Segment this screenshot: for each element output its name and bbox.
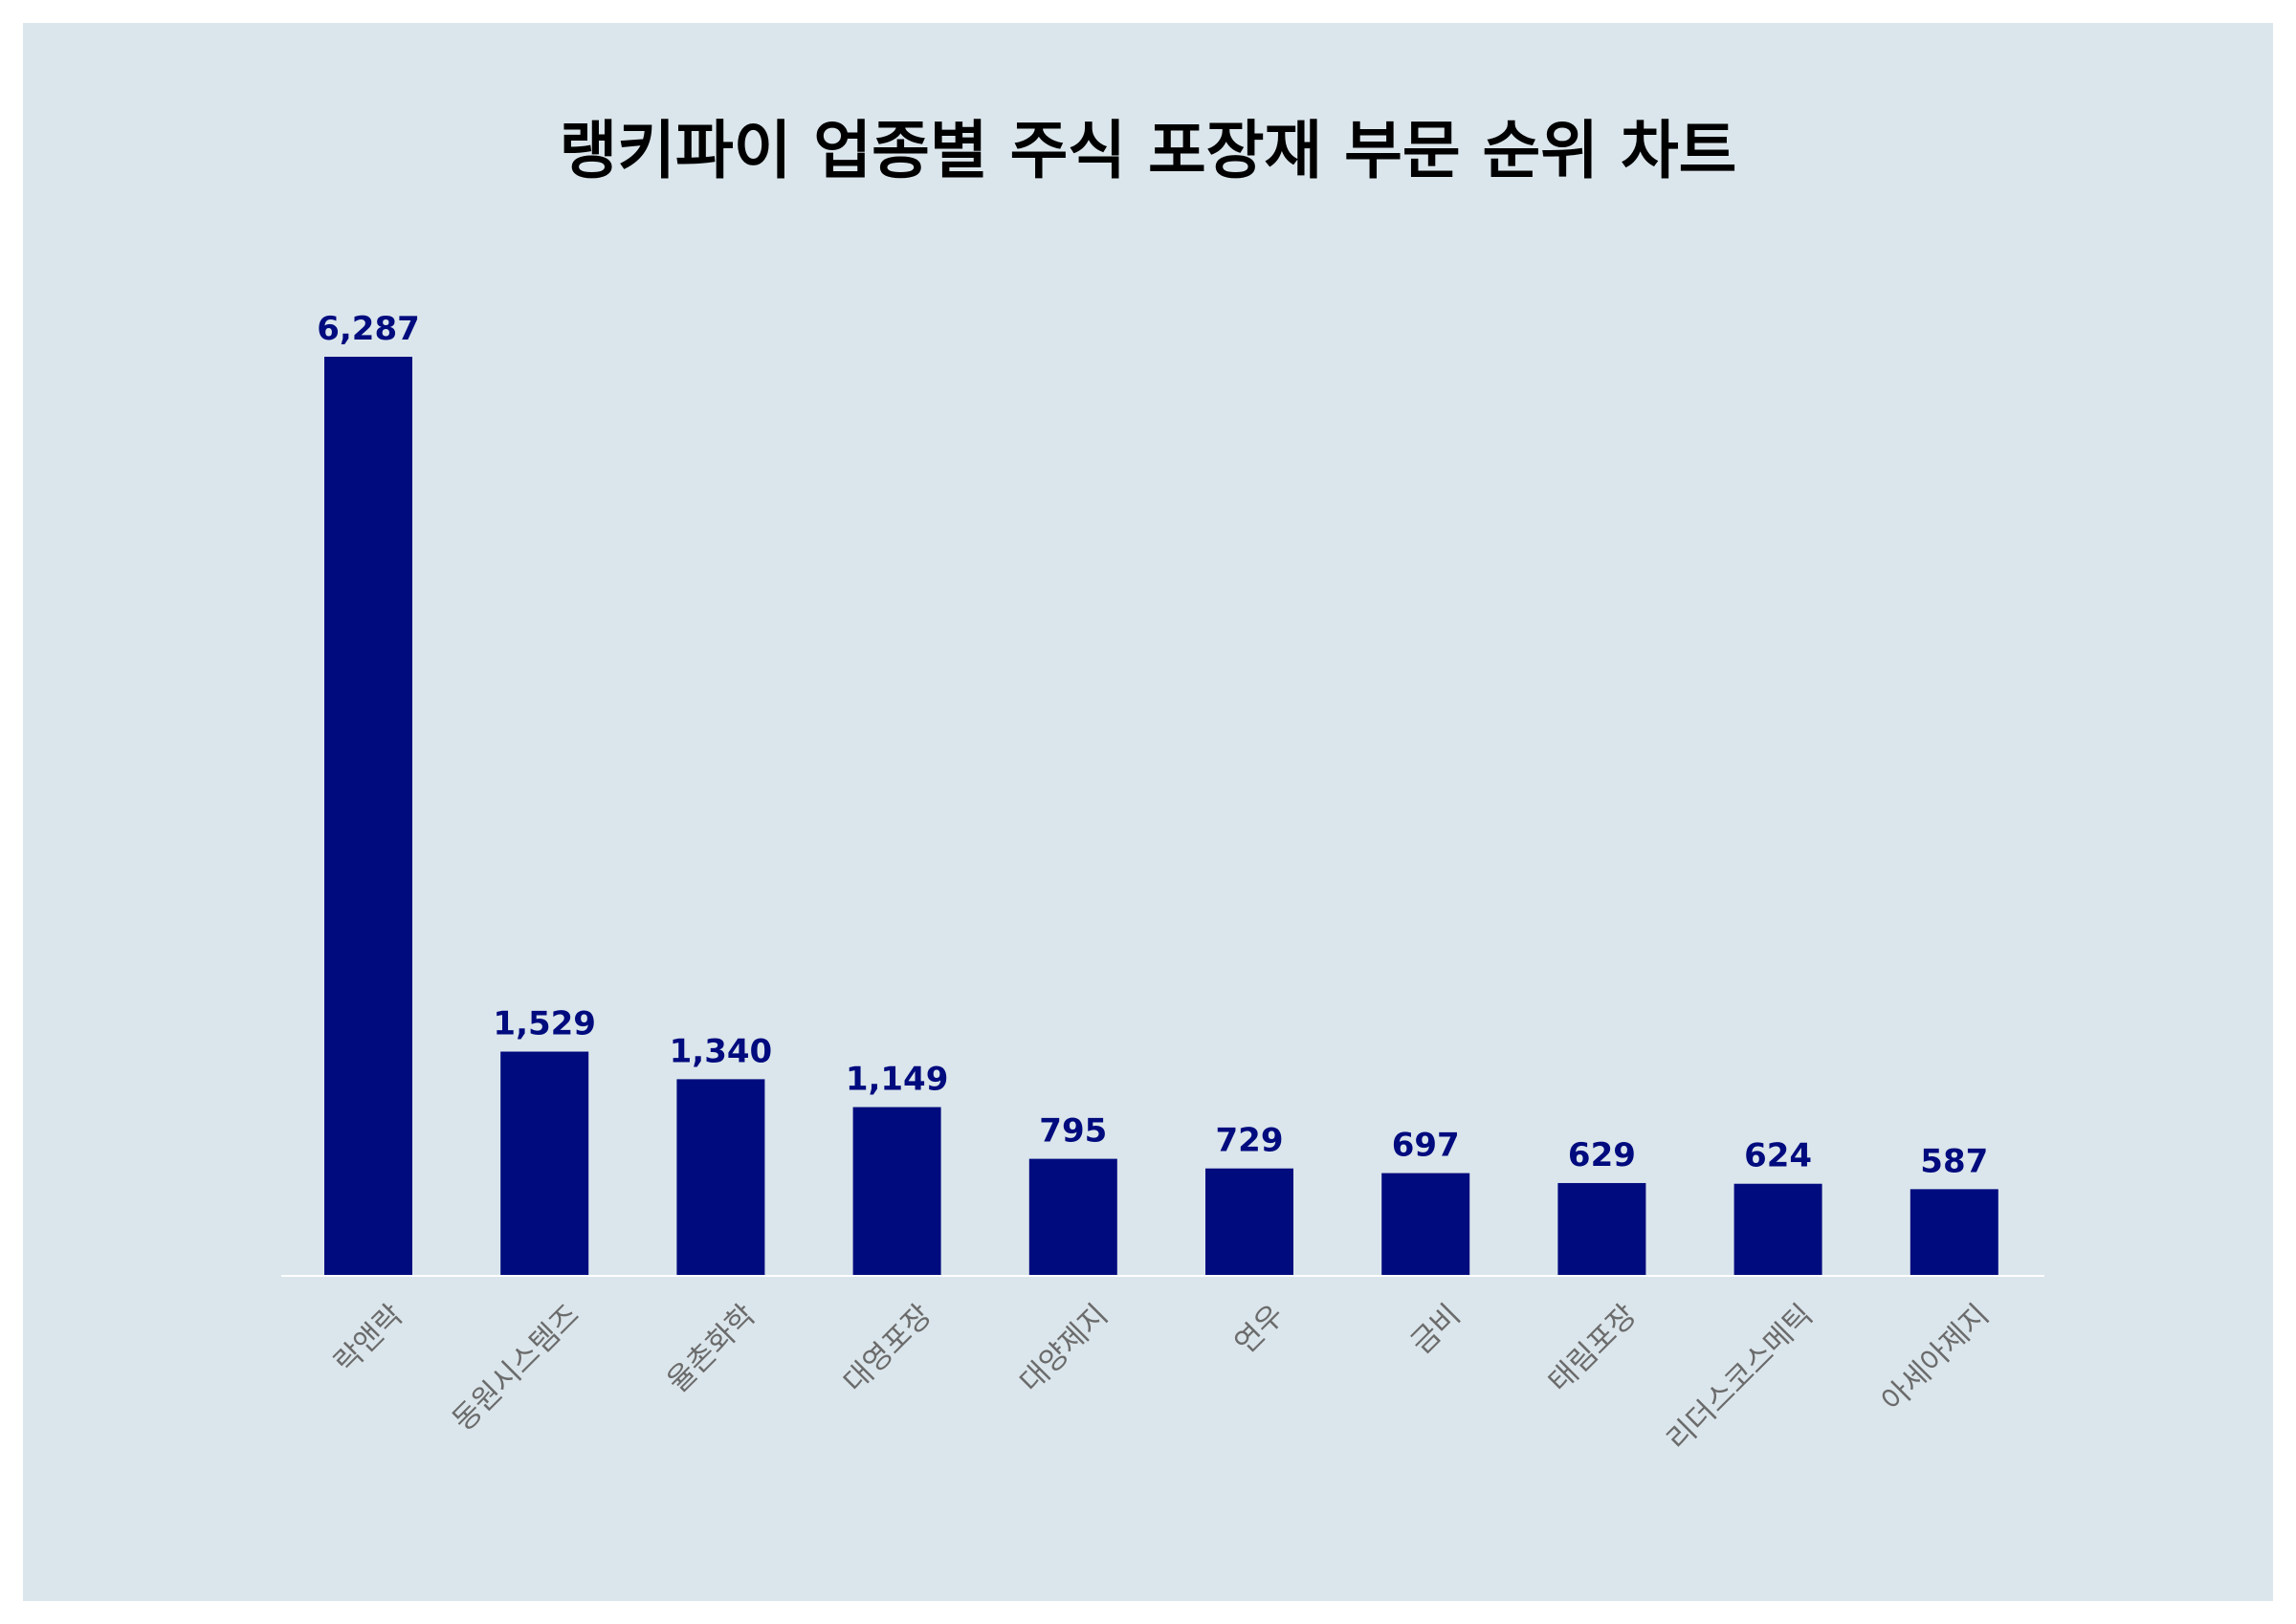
bar-value-label: 729 bbox=[1216, 1122, 1284, 1160]
bar-5 bbox=[1028, 1158, 1117, 1275]
bar-10 bbox=[1910, 1189, 1998, 1275]
bar-value-label: 795 bbox=[1039, 1112, 1107, 1151]
x-tick-label: 태림포장 bbox=[1542, 1298, 1644, 1399]
x-tick-label: 동원시스템즈 bbox=[446, 1298, 585, 1437]
x-tick-label: 락앤락 bbox=[328, 1298, 410, 1380]
bar-value-label: 624 bbox=[1744, 1137, 1812, 1175]
bar-9 bbox=[1733, 1183, 1822, 1275]
x-tick-label: 아세아제지 bbox=[1875, 1298, 1996, 1418]
bar-value-label: 1,340 bbox=[670, 1032, 773, 1070]
x-tick-label: 대양제지 bbox=[1013, 1298, 1115, 1399]
bar-value-label: 6,287 bbox=[317, 310, 420, 348]
value-labels: 6,287 1,529 1,340 1,149 795 729 697 629 624 587 bbox=[317, 310, 1988, 1180]
bar-value-label: 697 bbox=[1392, 1127, 1460, 1165]
bar-8 bbox=[1557, 1182, 1646, 1275]
x-tick-label: 금비 bbox=[1404, 1298, 1468, 1361]
bar-value-label: 1,149 bbox=[846, 1061, 949, 1099]
bar-4 bbox=[852, 1107, 941, 1275]
x-tick-label: 연우 bbox=[1228, 1298, 1292, 1361]
x-tick-label: 율촌화학 bbox=[661, 1298, 762, 1399]
x-tick-label: 리더스코스메틱 bbox=[1660, 1298, 1820, 1458]
bar-7 bbox=[1381, 1173, 1470, 1275]
bar-2 bbox=[500, 1051, 589, 1275]
bars bbox=[324, 357, 1998, 1275]
x-tick-label: 대영포장 bbox=[837, 1298, 938, 1399]
bar-value-label: 629 bbox=[1568, 1136, 1636, 1174]
bar-3 bbox=[676, 1079, 765, 1275]
chart-title: 랭키파이 업종별 주식 포장재 부문 순위 차트 bbox=[559, 114, 1737, 187]
bar-6 bbox=[1205, 1168, 1293, 1275]
bar-value-label: 587 bbox=[1920, 1142, 1988, 1180]
x-tick-labels: 락앤락 동원시스템즈 율촌화학 대영포장 대양제지 연우 금비 태림포장 리더스코스메틱 아세아제… bbox=[328, 1298, 1997, 1458]
bar-1 bbox=[324, 357, 412, 1275]
bar-value-label: 1,529 bbox=[493, 1005, 596, 1043]
